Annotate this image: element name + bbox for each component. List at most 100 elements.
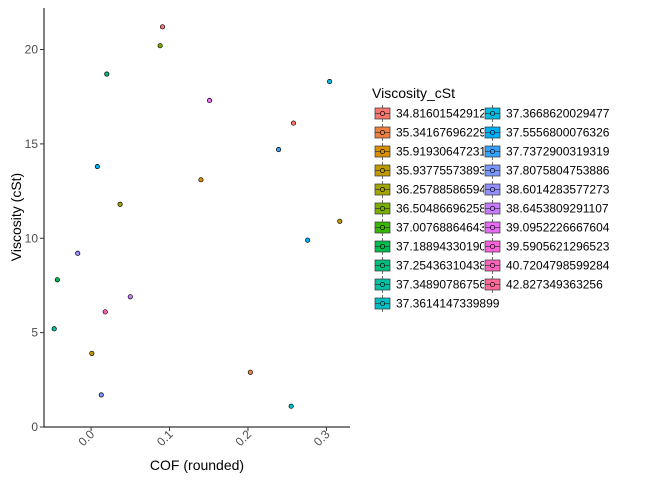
data-point <box>102 309 108 315</box>
legend-label: 35.9377557389318 <box>396 164 500 178</box>
x-tick-label: 0.0 <box>75 427 97 449</box>
data-point <box>157 43 163 49</box>
legend-entry: 37.7372900319319 <box>484 143 610 160</box>
data-point <box>104 71 110 77</box>
legend-key-point <box>489 148 496 155</box>
legend-label: 37.1889433019072 <box>396 240 500 254</box>
legend-entry: 34.8160154291222 <box>374 105 500 122</box>
legend-entry: 35.9193064723158 <box>374 143 500 160</box>
legend-key-point <box>489 262 496 269</box>
data-point <box>288 403 294 409</box>
data-point <box>75 250 81 256</box>
legend-key-point <box>489 167 496 174</box>
data-point <box>337 218 343 224</box>
y-tick-label: 20 <box>25 43 39 57</box>
data-point <box>247 369 253 375</box>
data-point <box>305 237 311 243</box>
legend-label: 37.0076886464358 <box>396 221 500 235</box>
legend-entry: 35.341676962293 <box>374 124 493 141</box>
legend-key-point <box>489 281 496 288</box>
legend-entry: 37.3489078675605 <box>374 276 500 293</box>
data-point <box>51 326 57 332</box>
legend-key-point <box>379 224 386 231</box>
legend-key-point <box>489 243 496 250</box>
data-point <box>198 177 204 183</box>
legend-key-point <box>379 281 386 288</box>
y-tick-label: 15 <box>25 137 39 151</box>
legend-label: 35.341676962293 <box>396 126 493 140</box>
legend-label: 40.7204798599284 <box>506 259 610 273</box>
legend-key-point <box>379 186 386 193</box>
legend-entry: 40.7204798599284 <box>484 257 610 274</box>
legend-entry: 38.6014283577273 <box>484 181 610 198</box>
data-point <box>290 120 297 126</box>
y-axis-title: Viscosity (cSt) <box>8 173 24 261</box>
legend-label: 36.5048669625852 <box>396 202 500 216</box>
legend-key-point <box>489 205 496 212</box>
legend-label: 38.6453809291107 <box>506 202 609 216</box>
x-axis-title: COF (rounded) <box>150 457 244 473</box>
legend-entry: 38.6453809291107 <box>484 200 609 217</box>
legend-key-point <box>489 186 496 193</box>
data-point <box>327 79 333 85</box>
y-tick-label: 5 <box>31 326 38 340</box>
legend-entry: 37.1889433019072 <box>374 238 500 255</box>
data-point <box>54 277 60 283</box>
legend-entry: 36.2578858659477 <box>374 181 500 198</box>
legend-label: 35.9193064723158 <box>396 145 500 159</box>
data-point <box>159 24 166 30</box>
data-points <box>51 24 343 409</box>
legend-label: 42.827349363256 <box>506 278 603 292</box>
data-point <box>94 163 100 170</box>
x-tick-label: 0.1 <box>154 427 176 449</box>
legend-entry: 42.827349363256 <box>484 276 603 293</box>
legend-label: 36.2578858659477 <box>396 183 500 197</box>
data-point <box>207 97 213 104</box>
legend-label: 37.7372900319319 <box>506 145 610 159</box>
legend-entry: 37.5556800076326 <box>484 124 610 141</box>
y-tick-label: 10 <box>25 231 39 245</box>
data-point <box>117 201 123 207</box>
legend-entry: 37.3668620029477 <box>484 105 610 122</box>
legend-label: 37.3489078675605 <box>396 278 500 292</box>
x-axis-ticks: 0.0 0.1 0.2 0.3 <box>75 427 332 449</box>
legend-key-point <box>379 205 386 212</box>
legend-key-point <box>379 148 386 155</box>
legend-key-point <box>379 110 386 117</box>
legend-label: 37.3614147339899 <box>396 297 500 311</box>
legend-title: Viscosity_cSt <box>372 85 455 101</box>
legend: Viscosity_cSt 34.8160154291222 35.3416769… <box>372 85 610 312</box>
legend-key-point <box>489 224 496 231</box>
y-tick-label: 0 <box>31 420 38 434</box>
legend-label: 37.5556800076326 <box>506 126 610 140</box>
legend-label: 38.6014283577273 <box>506 183 610 197</box>
legend-entry: 35.9377557389318 <box>374 162 500 179</box>
data-point <box>89 350 95 356</box>
data-point <box>276 147 282 153</box>
x-tick-label: 0.2 <box>232 427 254 449</box>
legend-label: 37.8075804753886 <box>506 164 610 178</box>
legend-key-point <box>379 243 386 250</box>
legend-key-point <box>379 167 386 174</box>
legend-key-point <box>379 129 386 136</box>
legend-label: 39.5905621296523 <box>506 240 610 254</box>
legend-label: 37.2543631043806 <box>396 259 500 273</box>
legend-entry: 39.0952226667604 <box>484 219 610 236</box>
data-point <box>98 392 104 398</box>
legend-key-point <box>379 262 386 269</box>
legend-entry: 39.5905621296523 <box>484 238 610 255</box>
legend-entry: 37.3614147339899 <box>374 295 500 312</box>
plot-panel: 0 5 10 15 20 0.0 0.1 0.2 0.3 <box>25 8 350 449</box>
y-axis-ticks: 0 5 10 15 20 <box>25 43 44 434</box>
data-point <box>127 294 133 300</box>
legend-label: 39.0952226667604 <box>506 221 610 235</box>
legend-key-point <box>489 129 496 136</box>
legend-entry: 37.0076886464358 <box>374 219 500 236</box>
legend-entry: 37.8075804753886 <box>484 162 610 179</box>
x-tick-label: 0.3 <box>311 427 333 449</box>
legend-key-point <box>489 110 496 117</box>
legend-label: 34.8160154291222 <box>396 107 500 121</box>
legend-entry: 37.2543631043806 <box>374 257 500 274</box>
legend-key-point <box>379 300 386 307</box>
